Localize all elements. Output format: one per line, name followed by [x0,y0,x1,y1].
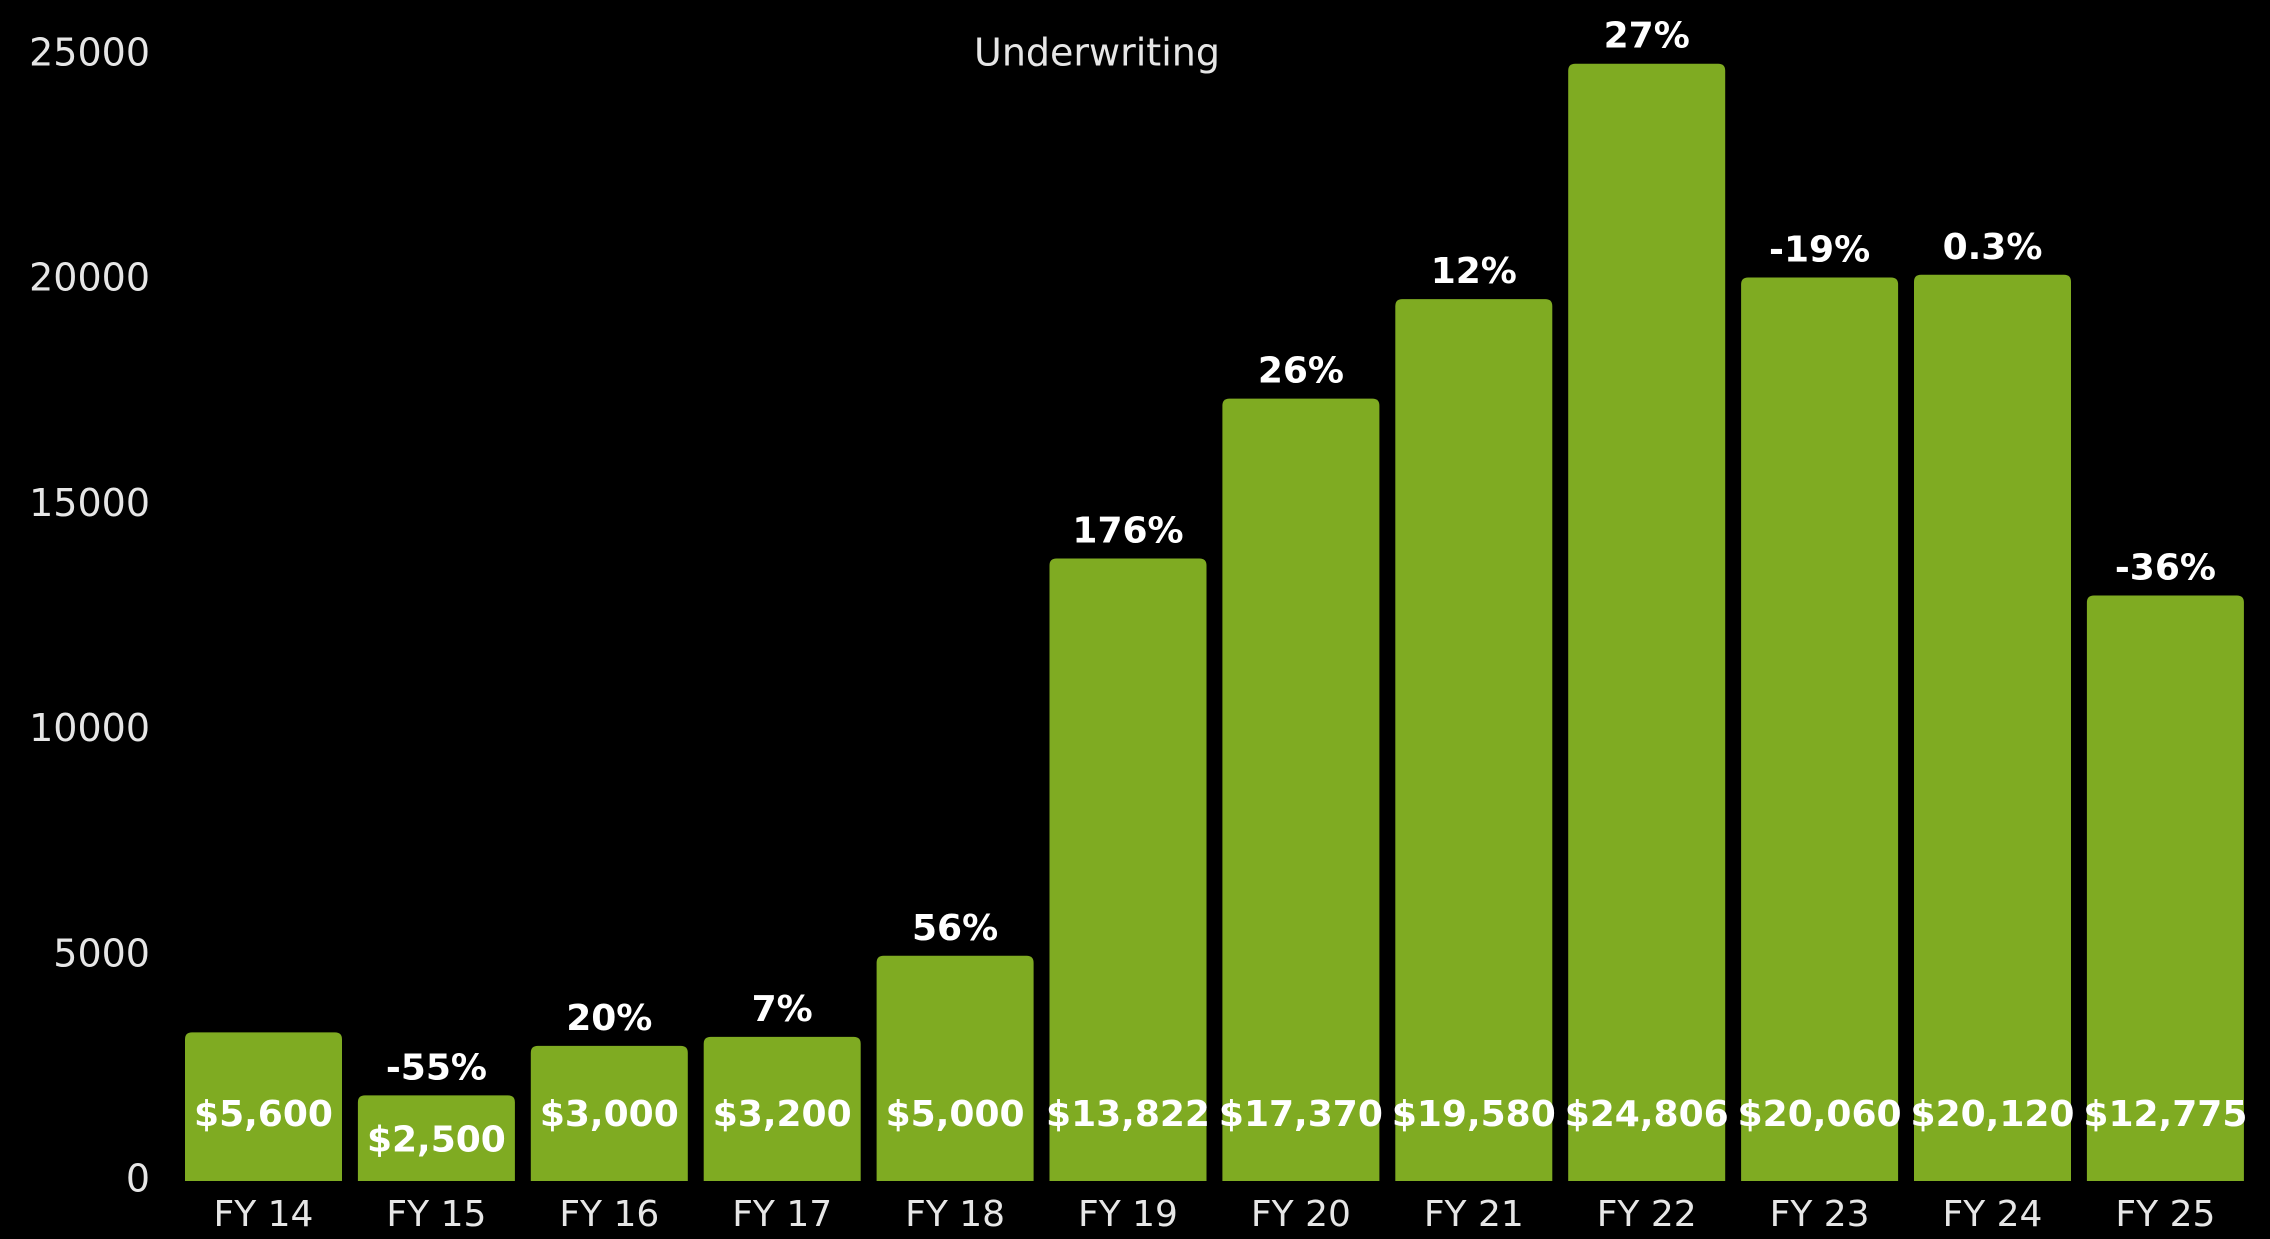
change-label: 26% [1258,351,1344,392]
bar [1222,398,1380,1181]
bar [703,1036,861,1181]
bar [2086,595,2244,1181]
bar-label: $20,120 [1911,1094,2075,1135]
change-label: -36% [2115,547,2216,588]
bar [530,1045,688,1181]
x-tick-label: FY 16 [559,1194,659,1235]
bar-label: $13,822 [1046,1094,1210,1135]
bar-label: $2,500 [367,1119,506,1160]
bar [357,1095,515,1181]
x-tick-label: FY 15 [386,1194,486,1235]
bar-label: $5,000 [886,1094,1025,1135]
change-label: 56% [912,908,998,949]
change-label: 7% [752,989,813,1030]
change-label: 20% [566,998,652,1039]
bar [1568,63,1726,1181]
x-tick-label: FY 24 [1943,1194,2043,1235]
bar-label: $17,370 [1219,1094,1383,1135]
change-label: -55% [386,1047,487,1088]
x-tick-label: FY 18 [905,1194,1005,1235]
change-label: 176% [1072,510,1183,551]
x-tick-label: FY 23 [1770,1194,1870,1235]
y-tick-label: 25000 [29,31,150,75]
x-tick-label: FY 21 [1424,1194,1524,1235]
y-tick-label: 10000 [29,706,150,750]
x-tick-label: FY 14 [214,1194,314,1235]
bar [1049,558,1207,1181]
change-label: 0.3% [1943,227,2043,268]
bar-label: $5,600 [194,1094,333,1135]
x-tick-label: FY 20 [1251,1194,1351,1235]
y-tick-label: 0 [126,1157,150,1201]
y-tick-label: 20000 [29,256,150,300]
bar-label: $19,580 [1392,1094,1556,1135]
x-tick-label: FY 22 [1597,1194,1697,1235]
bar-label: $3,200 [713,1094,852,1135]
change-label: -19% [1769,229,1870,270]
y-tick-label: 15000 [29,481,150,525]
bar-label: $24,806 [1565,1094,1729,1135]
x-tick-label: FY 17 [732,1194,832,1235]
bar [1914,274,2071,1182]
bar [1741,277,1899,1182]
bar [876,955,1034,1181]
x-tick-label: FY 25 [2115,1194,2215,1235]
y-tick-label: 5000 [53,931,150,975]
bar [185,1032,342,1181]
bar-label: $3,000 [540,1094,679,1135]
x-tick-label: FY 19 [1078,1194,1178,1235]
chart-title: Underwriting [974,31,1220,75]
bar-label: $12,775 [2083,1094,2247,1135]
bar [1395,299,1553,1181]
change-label: 27% [1604,16,1690,57]
change-label: 12% [1431,251,1517,292]
bar-label: $20,060 [1738,1094,1902,1135]
